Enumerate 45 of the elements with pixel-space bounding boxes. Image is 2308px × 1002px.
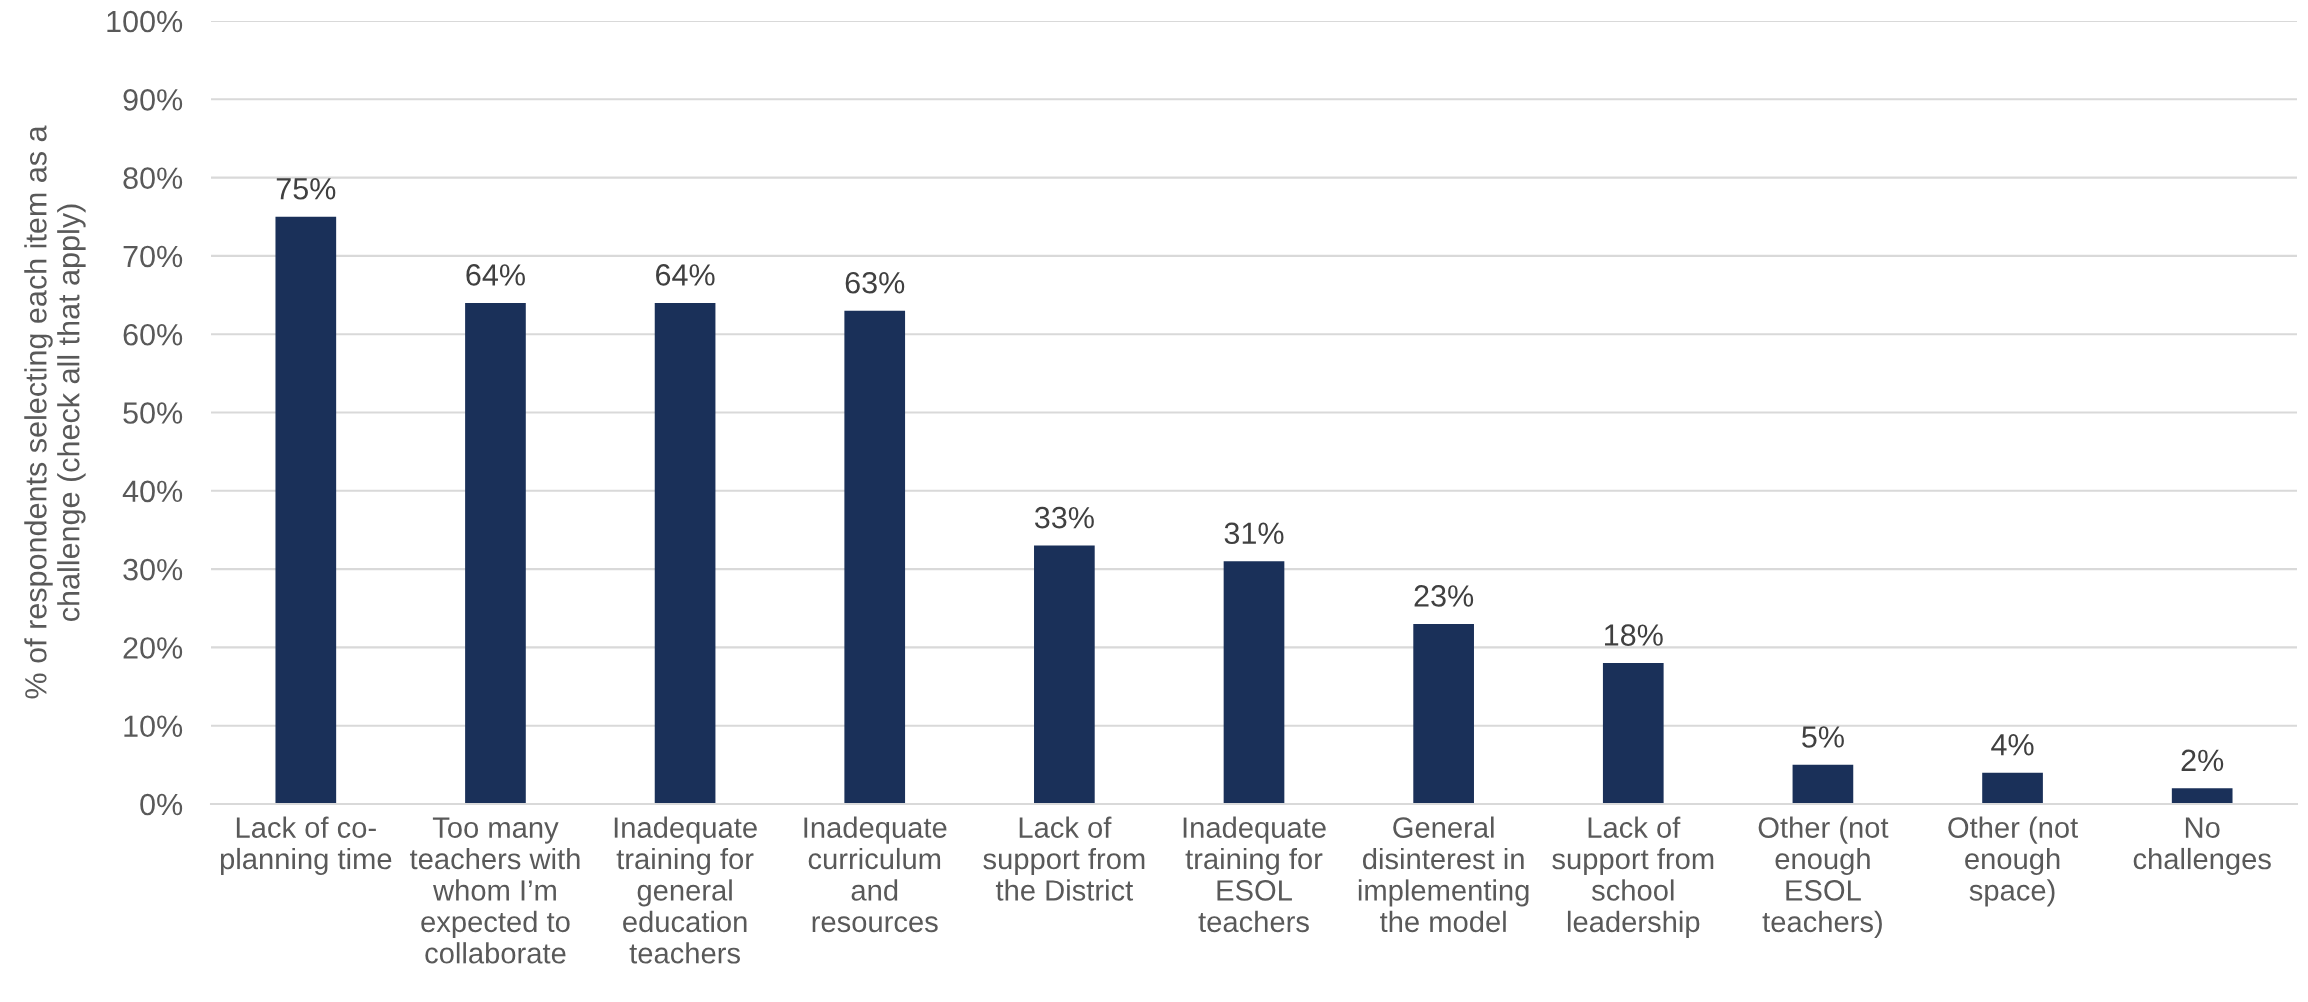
x-tick-label: Other (not enough space) (1948, 816, 2078, 907)
bar (1223, 561, 1285, 804)
bar (844, 310, 906, 804)
x-tick-label: Lack of co- planning time (220, 816, 392, 876)
x-tick-label: Inadequate training for general education teachers (614, 816, 757, 964)
x-tick-label: General disinterest in implementing the model (1358, 816, 1529, 933)
y-tick-label: 60% (123, 323, 183, 346)
y-tick-label: 70% (123, 245, 183, 268)
data-label: 5% (1802, 726, 1844, 748)
x-tick-label: Too many teachers with whom I’m expected to collaborate (409, 817, 580, 964)
bar (2171, 788, 2233, 804)
x-tick-label: Inadequate training for ESOL teachers (1183, 816, 1326, 933)
x-tick-label: No challenges (2133, 817, 2271, 876)
data-label: 31% (1224, 522, 1284, 545)
x-tick-label: Inadequate curriculum and resources (804, 816, 947, 933)
y-tick-label: 90% (123, 89, 183, 111)
data-label: 64% (656, 264, 715, 286)
data-label: 33% (1034, 506, 1094, 529)
bar (1602, 663, 1664, 804)
y-tick-label: 40% (122, 480, 183, 503)
bar (465, 302, 526, 804)
data-label: 75% (276, 178, 336, 200)
y-tick-label: 0% (140, 793, 183, 816)
x-tick-label: Lack of support from school leadership (1552, 816, 1714, 938)
data-label: 4% (1991, 734, 2034, 756)
data-label: 18% (1605, 624, 1663, 646)
data-label: 2% (2181, 749, 2224, 772)
y-tick-label: 50% (123, 402, 183, 424)
bar (654, 302, 716, 804)
y-axis-title: % of respondents selecting each item as a challenge (check all that apply) (24, 125, 86, 699)
data-label: 63% (845, 271, 905, 294)
data-label: 64% (466, 264, 525, 286)
bar (1792, 764, 1854, 804)
x-tick-label: Other (not enough ESOL teachers) (1758, 816, 1889, 938)
bar (1413, 623, 1474, 804)
bar (1034, 545, 1095, 804)
y-tick-label: 20% (123, 637, 183, 659)
bar (275, 216, 337, 804)
bar (1982, 772, 2043, 804)
y-tick-label: 10% (124, 715, 183, 738)
data-label: 23% (1414, 585, 1474, 607)
y-tick-label: 100% (107, 10, 183, 33)
y-tick-label: 30% (123, 558, 183, 581)
x-tick-label: Lack of support from the District (983, 816, 1145, 901)
y-tick-label: 80% (123, 167, 183, 189)
